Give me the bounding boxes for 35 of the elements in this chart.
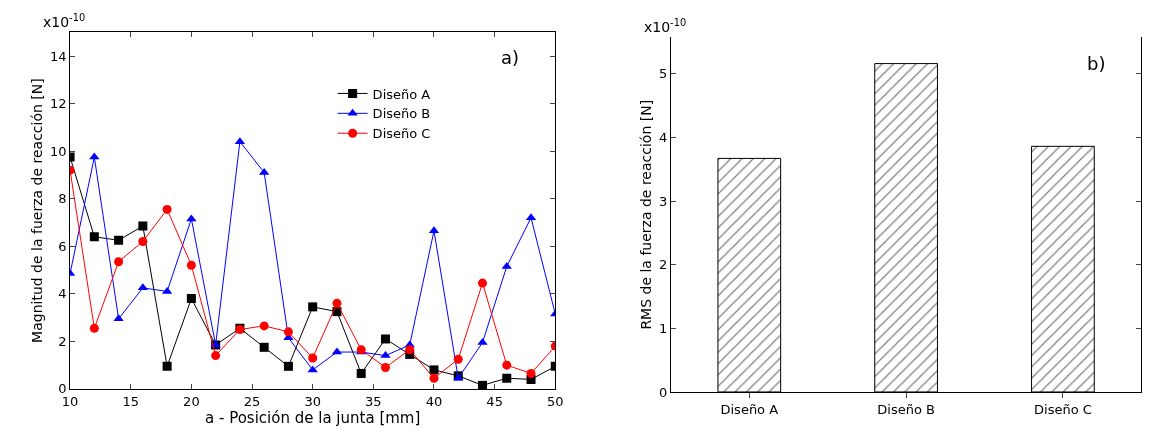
legend-label: Diseño A: [372, 86, 431, 102]
y-tick-label: 4: [659, 129, 668, 145]
text: x10$^{-10}$: [43, 12, 86, 30]
x-tick-label: 45: [486, 393, 503, 409]
text: x10$^{-10}$: [644, 17, 687, 35]
y-tick-label: 0: [659, 384, 668, 400]
y-tick-label: 6: [58, 238, 67, 254]
legend-label: Diseño C: [372, 126, 431, 142]
x-tick-label: 40: [425, 393, 443, 409]
annotation: a): [501, 47, 520, 68]
legend-label: Diseño B: [372, 106, 431, 122]
y-tick-label: 5: [659, 66, 668, 82]
y-tick-label: 0: [58, 381, 67, 397]
y-tick-label: 3: [659, 193, 668, 209]
y-tick-label: 10: [49, 143, 67, 159]
annotation: b): [1087, 53, 1106, 74]
y-tick-label: 2: [659, 257, 668, 273]
y-tick-label: 2: [58, 333, 67, 349]
x-axis-title: a - Posición de la junta [mm]: [205, 408, 421, 427]
y-tick-label: 4: [58, 286, 67, 302]
y-tick-label: 14: [49, 48, 67, 64]
x-tick-label: 15: [122, 393, 139, 409]
x-tick-label: Diseño A: [720, 401, 779, 417]
x-tick-label: Diseño B: [877, 401, 935, 417]
x-tick-label: 50: [547, 393, 564, 409]
x-tick-label: 25: [243, 393, 261, 409]
x-tick-label: 35: [365, 393, 382, 409]
y-tick-label: 12: [49, 96, 67, 112]
x-tick-label: 20: [183, 393, 200, 409]
x-tick-label: 30: [304, 393, 321, 409]
x-tick-label: Diseño C: [1034, 401, 1092, 417]
y-tick-label: 8: [58, 191, 67, 207]
y-axis-title: Magnitud de la fuerza de reacción [N]: [28, 78, 45, 343]
y-axis-title: RMS de la fuerza de reacción [N]: [637, 99, 654, 330]
y-tick-label: 1: [659, 320, 668, 336]
